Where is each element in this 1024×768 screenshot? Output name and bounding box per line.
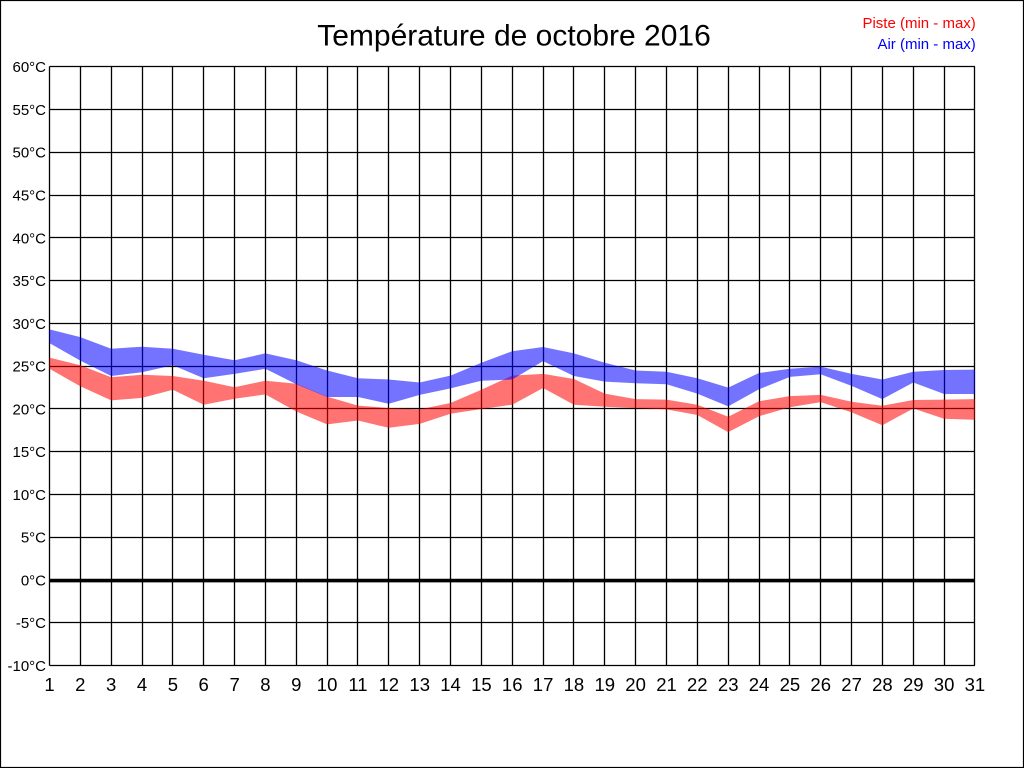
svg-text:40°C: 40°C bbox=[12, 230, 46, 247]
svg-text:6: 6 bbox=[199, 674, 209, 695]
svg-text:Air (min - max): Air (min - max) bbox=[877, 36, 975, 53]
svg-text:31: 31 bbox=[965, 674, 986, 695]
svg-text:Température de octobre 2016: Température de octobre 2016 bbox=[317, 20, 711, 53]
svg-text:28: 28 bbox=[872, 674, 893, 695]
svg-text:25: 25 bbox=[780, 674, 801, 695]
svg-text:5: 5 bbox=[168, 674, 178, 695]
svg-text:12: 12 bbox=[379, 674, 400, 695]
svg-text:4: 4 bbox=[137, 674, 147, 695]
svg-text:-10°C: -10°C bbox=[7, 658, 46, 675]
svg-text:45°C: 45°C bbox=[12, 188, 46, 205]
svg-text:17: 17 bbox=[533, 674, 554, 695]
svg-text:60°C: 60°C bbox=[12, 59, 46, 76]
svg-text:7: 7 bbox=[229, 674, 239, 695]
svg-text:10°C: 10°C bbox=[12, 487, 46, 504]
svg-text:0°C: 0°C bbox=[21, 573, 46, 590]
svg-text:27: 27 bbox=[841, 674, 862, 695]
svg-text:-5°C: -5°C bbox=[16, 615, 46, 632]
svg-text:18: 18 bbox=[564, 674, 585, 695]
svg-text:14: 14 bbox=[440, 674, 461, 695]
svg-text:35°C: 35°C bbox=[12, 273, 46, 290]
svg-text:11: 11 bbox=[348, 674, 367, 695]
svg-text:29: 29 bbox=[903, 674, 924, 695]
svg-text:55°C: 55°C bbox=[12, 102, 46, 119]
svg-text:20°C: 20°C bbox=[12, 401, 46, 418]
svg-text:3: 3 bbox=[106, 674, 116, 695]
svg-text:20: 20 bbox=[625, 674, 646, 695]
svg-text:2: 2 bbox=[75, 674, 85, 695]
svg-text:26: 26 bbox=[810, 674, 831, 695]
svg-text:15°C: 15°C bbox=[12, 444, 46, 461]
svg-text:8: 8 bbox=[260, 674, 270, 695]
svg-text:30°C: 30°C bbox=[12, 316, 46, 333]
svg-text:30: 30 bbox=[934, 674, 955, 695]
svg-text:16: 16 bbox=[502, 674, 523, 695]
svg-text:24: 24 bbox=[749, 674, 770, 695]
svg-text:5°C: 5°C bbox=[21, 530, 46, 547]
svg-text:21: 21 bbox=[656, 674, 677, 695]
svg-text:23: 23 bbox=[718, 674, 739, 695]
svg-text:13: 13 bbox=[409, 674, 430, 695]
svg-text:50°C: 50°C bbox=[12, 145, 46, 162]
svg-text:9: 9 bbox=[291, 674, 301, 695]
svg-text:Piste (min - max): Piste (min - max) bbox=[862, 15, 975, 32]
svg-text:10: 10 bbox=[317, 674, 338, 695]
svg-text:1: 1 bbox=[44, 674, 54, 695]
svg-text:19: 19 bbox=[595, 674, 616, 695]
svg-text:15: 15 bbox=[471, 674, 492, 695]
svg-text:22: 22 bbox=[687, 674, 708, 695]
svg-text:25°C: 25°C bbox=[12, 359, 46, 376]
